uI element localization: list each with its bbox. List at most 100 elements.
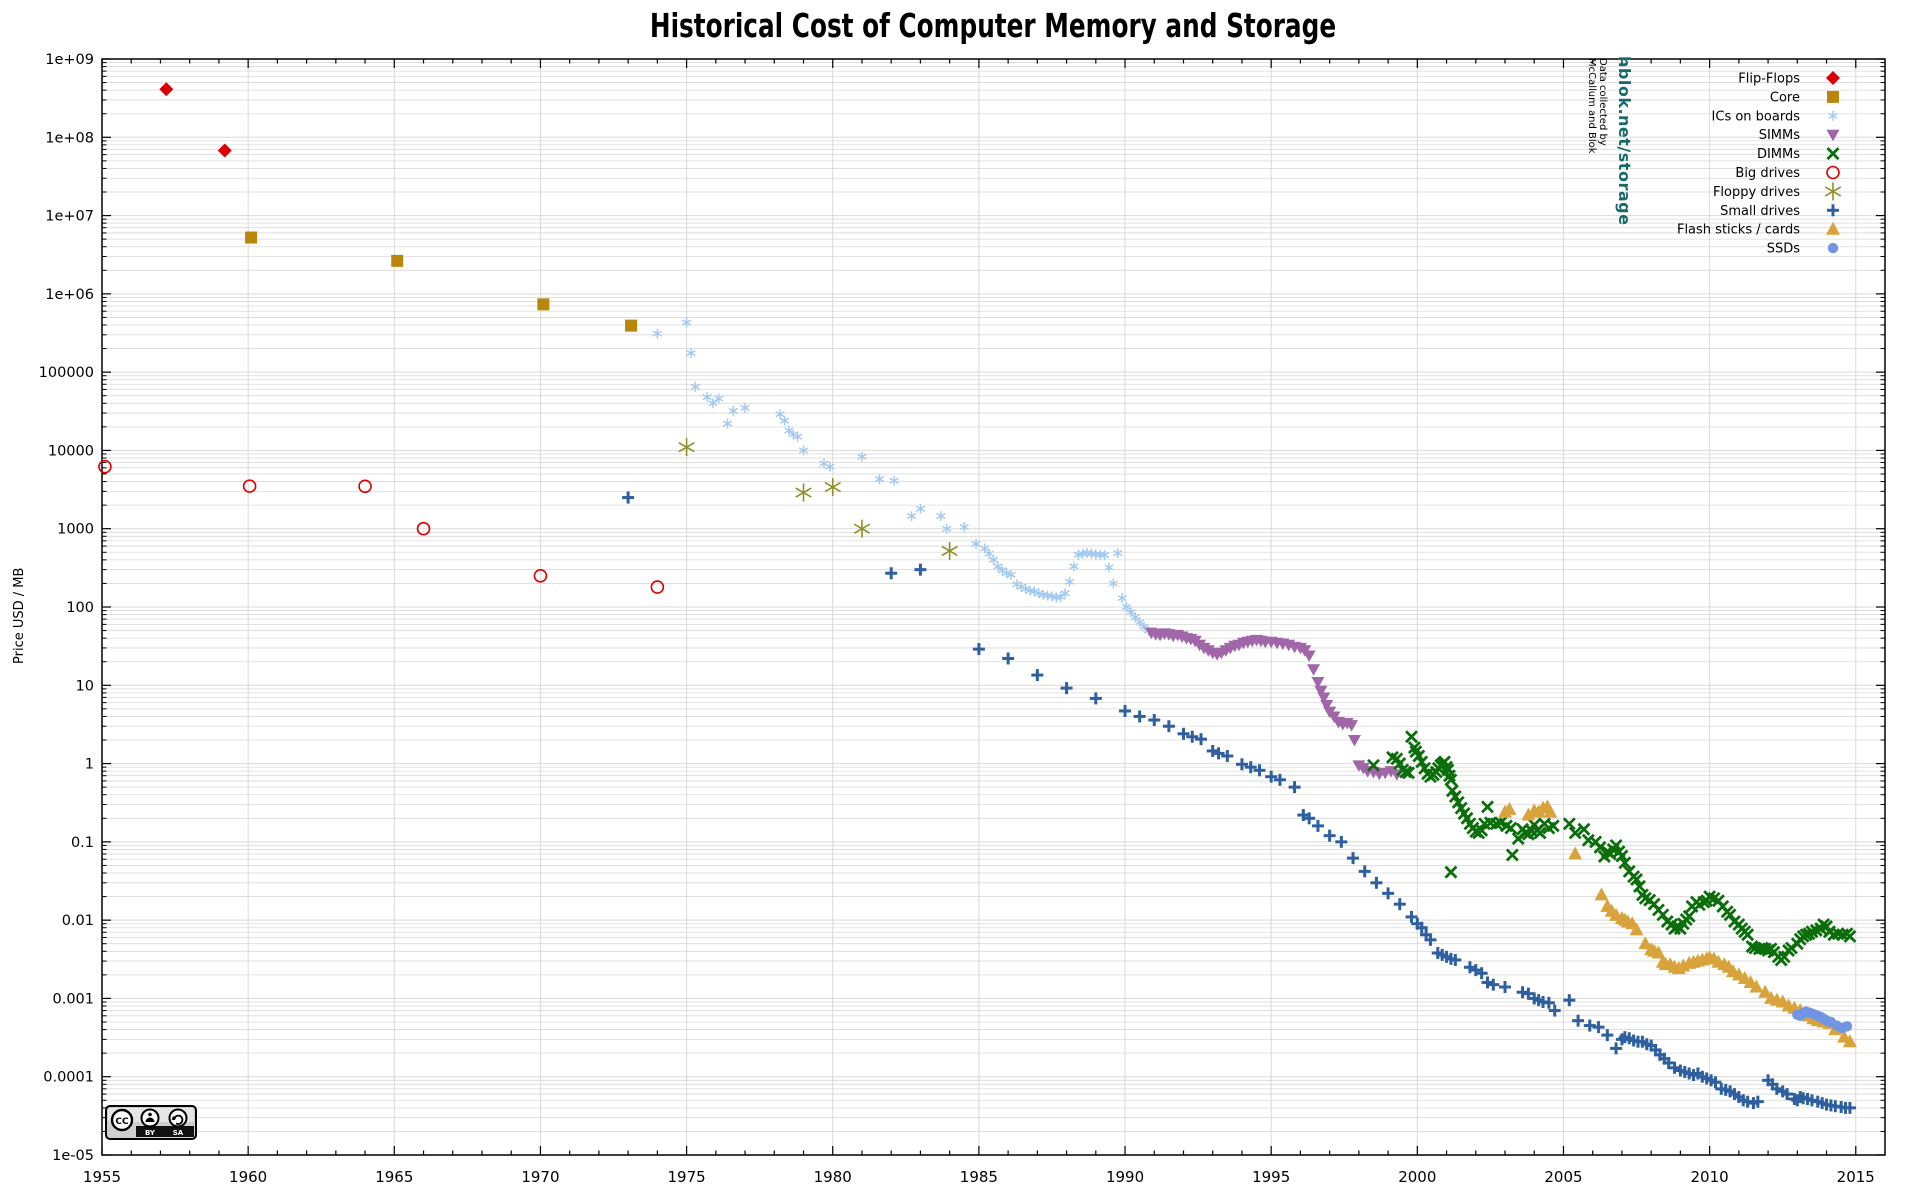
- legend-item: DIMMs: [1757, 147, 1840, 162]
- data-point: [1119, 704, 1132, 717]
- data-point: [1221, 749, 1234, 762]
- data-point: [1615, 849, 1629, 863]
- data-point: [1543, 804, 1558, 818]
- data-point: [972, 643, 985, 656]
- y-tick-label: 1e+09: [45, 52, 94, 68]
- legend-marker-asterisk-small: [1828, 110, 1838, 121]
- legend-marker-dot: [1827, 242, 1839, 254]
- data-point: [1577, 822, 1591, 836]
- data-point: [1130, 612, 1140, 623]
- data-point: [740, 402, 750, 413]
- data-point: [1533, 826, 1547, 840]
- x-tick-label: 2010: [1691, 1168, 1729, 1186]
- x-tick-label: 2000: [1398, 1168, 1436, 1186]
- y-tick-label: 1e+07: [45, 209, 94, 225]
- legend-label: Flash sticks / cards: [1677, 223, 1800, 238]
- data-point: [1568, 826, 1582, 840]
- data-point: [245, 231, 258, 244]
- series-floppy-drives: [678, 438, 958, 560]
- data-point: [1542, 996, 1555, 1009]
- data-point: [1399, 765, 1413, 779]
- data-point: [1546, 819, 1560, 833]
- data-point: [984, 548, 994, 559]
- data-point: [1505, 848, 1519, 862]
- data-point: [1345, 720, 1359, 732]
- data-point: [784, 425, 794, 436]
- data-point: [1568, 846, 1583, 860]
- data-credit: Data collected by McCallum and Blok: [1584, 58, 1608, 168]
- legend-marker-triangle-down: [1826, 129, 1840, 142]
- data-point: [533, 569, 548, 583]
- data-point: [622, 491, 635, 504]
- data-point: [98, 459, 112, 474]
- watermark-site: hblok.net/storage: [1615, 56, 1634, 226]
- data-point: [1288, 781, 1301, 794]
- data-point: [1108, 578, 1119, 589]
- series-small-drives: [622, 491, 1856, 1114]
- data-point: [1723, 908, 1737, 922]
- data-point: [1502, 801, 1517, 815]
- legend-label: SSDs: [1767, 242, 1801, 257]
- data-point: [1358, 865, 1371, 878]
- data-point: [1134, 617, 1145, 628]
- legend-item: Flip-Flops: [1738, 71, 1840, 87]
- data-point: [1303, 812, 1316, 825]
- data-point: [824, 478, 841, 497]
- y-tick-label: 100: [66, 600, 94, 616]
- data-point: [1415, 755, 1429, 769]
- data-point: [1302, 650, 1316, 663]
- data-point: [1709, 1076, 1722, 1089]
- data-point: [1366, 758, 1380, 772]
- data-point: [358, 479, 372, 494]
- legend-label: Big drives: [1735, 166, 1800, 181]
- x-tick-label: 1980: [814, 1168, 852, 1186]
- y-tick-labels: 1e+091e+081e+071e+0610000010000100010010…: [39, 52, 94, 1164]
- data-point: [1177, 727, 1190, 740]
- x-tick-label: 1985: [960, 1168, 998, 1186]
- data-point: [1618, 856, 1632, 870]
- by-text: BY: [145, 1129, 156, 1137]
- data-point: [889, 475, 899, 486]
- data-point: [1317, 692, 1331, 704]
- data-point: [722, 418, 733, 429]
- data-point: [1273, 773, 1286, 786]
- data-point: [1841, 1021, 1853, 1032]
- data-point: [941, 541, 958, 560]
- data-point: [1117, 593, 1127, 604]
- data-point: [1572, 1014, 1585, 1027]
- data-point: [1335, 835, 1348, 848]
- data-point: [1444, 865, 1458, 879]
- data-point: [988, 554, 999, 565]
- data-point: [1104, 562, 1114, 573]
- data-point: [775, 409, 785, 420]
- data-point: [1347, 852, 1360, 865]
- data-point: [1195, 733, 1208, 746]
- data-point: [795, 483, 812, 502]
- data-point: [1758, 984, 1773, 998]
- data-point: [416, 521, 431, 536]
- data-point: [681, 317, 692, 328]
- x-tick-label: 1995: [1252, 1168, 1290, 1186]
- legend-marker-plus: [1827, 204, 1839, 217]
- data-point: [1031, 669, 1044, 682]
- legend-marker-square: [1827, 90, 1839, 103]
- data-point: [819, 458, 829, 469]
- data-point: [1610, 1042, 1623, 1055]
- data-point: [1133, 710, 1146, 723]
- data-point: [1320, 699, 1334, 712]
- data-point: [798, 445, 809, 456]
- data-point: [1235, 758, 1248, 771]
- data-point: [1487, 978, 1500, 991]
- data-point: [779, 415, 790, 426]
- data-point: [1842, 1034, 1857, 1048]
- legend-label: Small drives: [1720, 204, 1800, 219]
- data-point: [1594, 887, 1609, 901]
- y-tick-label: 10: [76, 678, 94, 694]
- data-point: [1749, 979, 1764, 993]
- data-point: [1382, 887, 1395, 900]
- data-point: [1244, 761, 1257, 774]
- data-point: [1311, 677, 1325, 689]
- data-point: [1651, 945, 1666, 959]
- y-tick-label: 1e+06: [45, 287, 94, 303]
- data-point: [1843, 1101, 1856, 1114]
